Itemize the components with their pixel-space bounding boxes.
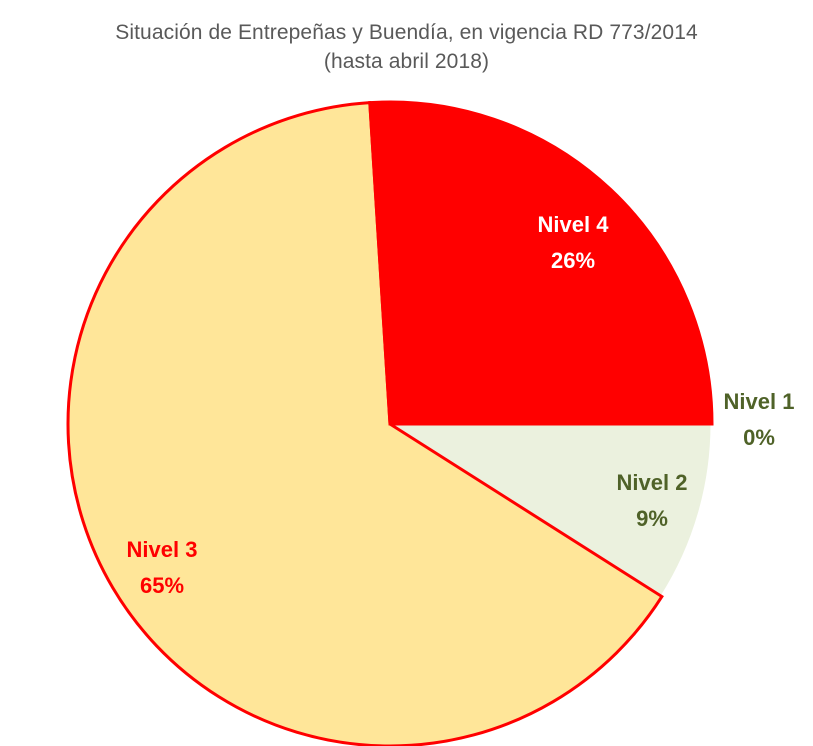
chart-title-line1: Situación de Entrepeñas y Buendía, en vi…: [115, 21, 698, 44]
slice-label-nivel-3: Nivel 3: [127, 537, 198, 562]
slice-percent-nivel-4: 26%: [551, 248, 595, 273]
slice-label-nivel-2: Nivel 2: [617, 470, 688, 495]
slice-label-nivel-4: Nivel 4: [538, 212, 610, 237]
slice-label-nivel-1: Nivel 1: [724, 389, 795, 414]
slice-percent-nivel-3: 65%: [140, 573, 184, 598]
slice-percent-nivel-2: 9%: [636, 506, 668, 531]
pie-slice-nivel-4: [368, 100, 714, 426]
pie-slice-nivel-2: [384, 422, 714, 599]
slice-percent-nivel-1: 0%: [743, 425, 775, 450]
chart-title: Situación de Entrepeñas y Buendía, en vi…: [0, 18, 813, 76]
pie-slice-nivel-3: [66, 101, 664, 746]
chart-subtitle: (hasta abril 2018): [323, 50, 490, 73]
